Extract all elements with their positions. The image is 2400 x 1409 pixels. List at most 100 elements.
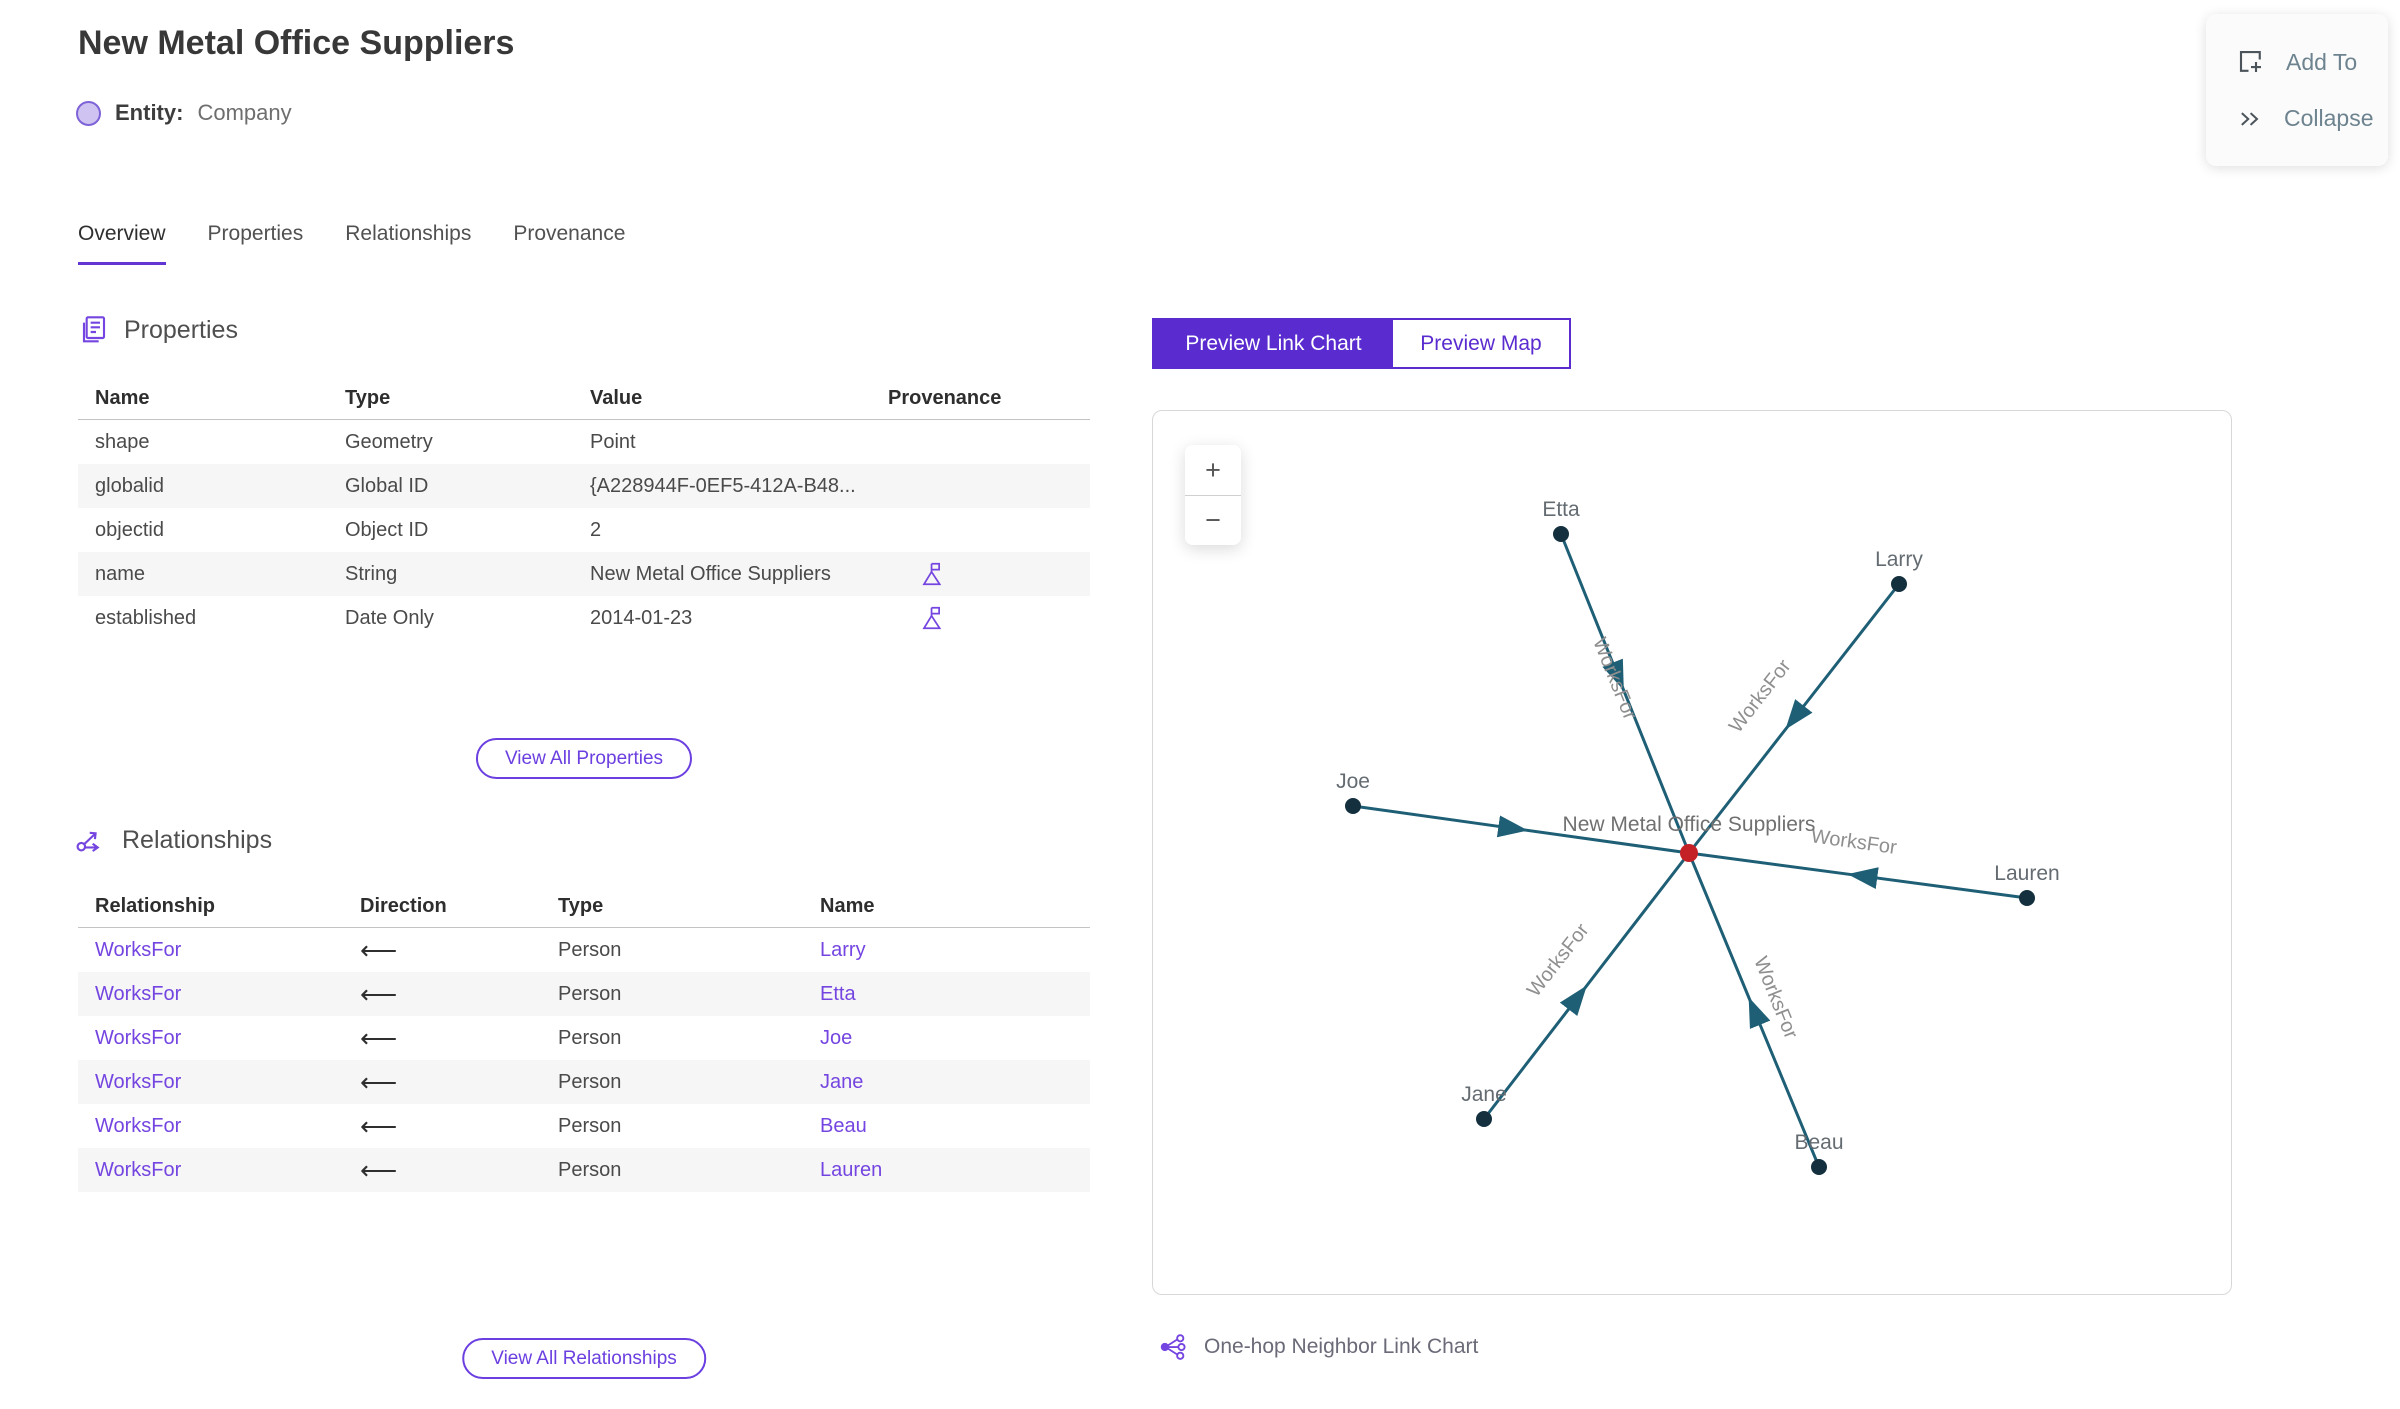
- edge-label-Beau: WorksFor: [1749, 954, 1802, 1043]
- relationship-row: WorksFor ⟵ Person Larry: [78, 928, 1090, 972]
- relationship-type-link[interactable]: WorksFor: [95, 1158, 182, 1181]
- relationships-table-header: Relationship Direction Type Name: [78, 886, 1090, 928]
- double-chevron-right-icon: [2241, 112, 2259, 126]
- node-label-Beau: Beau: [1794, 1131, 1843, 1154]
- node-label-center-company: New Metal Office Suppliers: [1563, 813, 1816, 836]
- related-entity-name-link[interactable]: Lauren: [820, 1158, 883, 1181]
- direction-arrow: ⟵: [360, 1110, 398, 1141]
- property-provenance: [888, 605, 1090, 631]
- col-header: Type: [558, 895, 604, 917]
- view-all-relationships-button[interactable]: View All Relationships: [462, 1338, 706, 1379]
- preview-segmented-control: Preview Link Chart Preview Map: [1152, 318, 1571, 369]
- add-to-label: Add To: [2286, 48, 2358, 75]
- one-hop-link-chart-icon: [1160, 1334, 1186, 1360]
- node-label-Etta: Etta: [1542, 498, 1580, 521]
- col-header: Relationship: [95, 895, 216, 917]
- related-entity-name-link[interactable]: Beau: [820, 1114, 867, 1137]
- edge-Joe-to-center: [1352, 804, 1690, 855]
- node-center-company[interactable]: [1680, 844, 1698, 862]
- related-entity-type: Person: [558, 1026, 622, 1049]
- chart-caption-label: One-hop Neighbor Link Chart: [1204, 1335, 1479, 1358]
- col-header: Name: [820, 895, 875, 917]
- relationships-icon: [76, 831, 100, 852]
- zoom-in-button[interactable]: +: [1185, 445, 1241, 495]
- property-name: shape: [95, 430, 150, 453]
- relationship-type-link[interactable]: WorksFor: [95, 982, 182, 1005]
- relationships-table: Relationship Direction Type Name WorksFo…: [78, 886, 1090, 1192]
- node-Larry[interactable]: [1891, 576, 1907, 592]
- zoom-control: + −: [1185, 445, 1241, 545]
- relationships-table-body: WorksFor ⟵ Person Larry WorksFor ⟵ Person Etta W…: [78, 928, 1090, 1192]
- node-label-Larry: Larry: [1875, 548, 1923, 571]
- node-Joe[interactable]: [1345, 798, 1361, 814]
- edge-Beau-to-center: [1687, 852, 1821, 1168]
- relationship-type-link[interactable]: WorksFor: [95, 1114, 182, 1137]
- entity-type-value: Company: [197, 100, 292, 125]
- add-to-button[interactable]: Add To: [2206, 47, 2388, 77]
- preview-link-chart-button[interactable]: Preview Link Chart: [1154, 320, 1393, 367]
- edge-Lauren-to-center: [1688, 851, 2028, 900]
- relationship-type-link[interactable]: WorksFor: [95, 938, 182, 961]
- related-entity-name-link[interactable]: Jane: [820, 1070, 864, 1093]
- link-chart-panel: + − WorksFor WorksFor WorksFor WorksFor Work…: [1152, 410, 2232, 1295]
- related-entity-type: Person: [558, 1070, 622, 1093]
- edge-Etta-to-center: [1559, 533, 1691, 854]
- node-Etta[interactable]: [1553, 526, 1569, 542]
- node-Beau[interactable]: [1811, 1159, 1827, 1175]
- provenance-flag-icon[interactable]: [918, 605, 944, 631]
- node-Jane[interactable]: [1476, 1111, 1492, 1127]
- related-entity-name-link[interactable]: Larry: [820, 938, 866, 961]
- view-all-properties-button[interactable]: View All Properties: [475, 738, 693, 779]
- col-header: Direction: [360, 895, 447, 917]
- collapse-button[interactable]: Collapse: [2206, 105, 2388, 133]
- direction-arrow: ⟵: [360, 978, 398, 1009]
- related-entity-type: Person: [558, 1158, 622, 1181]
- preview-map-button[interactable]: Preview Map: [1393, 320, 1569, 367]
- properties-section-title: Properties: [124, 315, 238, 344]
- tab-relationships[interactable]: Relationships: [345, 222, 472, 245]
- property-type: Date Only: [345, 606, 434, 629]
- entity-type-icon: [76, 100, 101, 126]
- properties-icon: [82, 316, 106, 343]
- entity-row: Entity: Company: [76, 100, 292, 126]
- edge-label-Etta: WorksFor: [1588, 635, 1641, 724]
- col-header: Name: [95, 387, 150, 409]
- tab-bar: Overview Properties Relationships Proven…: [78, 222, 625, 265]
- collapse-label: Collapse: [2284, 105, 2374, 132]
- edge-Larry-to-center: [1687, 583, 1901, 854]
- relationship-type-link[interactable]: WorksFor: [95, 1026, 182, 1049]
- property-value: New Metal Office Suppliers: [590, 562, 831, 585]
- property-row: shape Geometry Point: [78, 420, 1090, 464]
- node-label-Jane: Jane: [1461, 1083, 1507, 1106]
- page-title: New Metal Office Suppliers: [78, 24, 515, 62]
- node-Lauren[interactable]: [2019, 890, 2035, 906]
- relationships-section-title: Relationships: [122, 825, 273, 854]
- col-header: Type: [345, 387, 391, 409]
- direction-arrow: ⟵: [360, 1022, 398, 1053]
- provenance-flag-icon[interactable]: [918, 561, 944, 587]
- property-name: name: [95, 562, 146, 585]
- related-entity-name-link[interactable]: Joe: [820, 1026, 853, 1049]
- properties-table: Name Type Value Provenance shape Geometry…: [78, 378, 1090, 640]
- edge-label-Lauren: WorksFor: [1810, 825, 1899, 859]
- property-row: established Date Only 2014-01-23: [78, 596, 1090, 640]
- property-value: Point: [590, 430, 636, 453]
- properties-table-header: Name Type Value Provenance: [78, 378, 1090, 420]
- property-name: established: [95, 606, 197, 629]
- chart-caption: One-hop Neighbor Link Chart: [1158, 1332, 1478, 1362]
- property-provenance: [888, 561, 1090, 587]
- related-entity-name-link[interactable]: Etta: [820, 982, 856, 1005]
- relationships-section-header: Relationships: [74, 824, 272, 856]
- col-header: Provenance: [888, 387, 1002, 409]
- tab-overview[interactable]: Overview: [78, 222, 166, 265]
- tab-properties[interactable]: Properties: [207, 222, 304, 245]
- edge-Jane-to-center: [1482, 852, 1691, 1120]
- tab-provenance[interactable]: Provenance: [513, 222, 626, 245]
- zoom-out-button[interactable]: −: [1185, 495, 1241, 545]
- relationship-type-link[interactable]: WorksFor: [95, 1070, 182, 1093]
- properties-table-body: shape Geometry Point globalid Global ID {A228…: [78, 420, 1090, 640]
- relationship-row: WorksFor ⟵ Person Beau: [78, 1104, 1090, 1148]
- property-type: Geometry: [345, 430, 433, 453]
- property-value: 2014-01-23: [590, 606, 693, 629]
